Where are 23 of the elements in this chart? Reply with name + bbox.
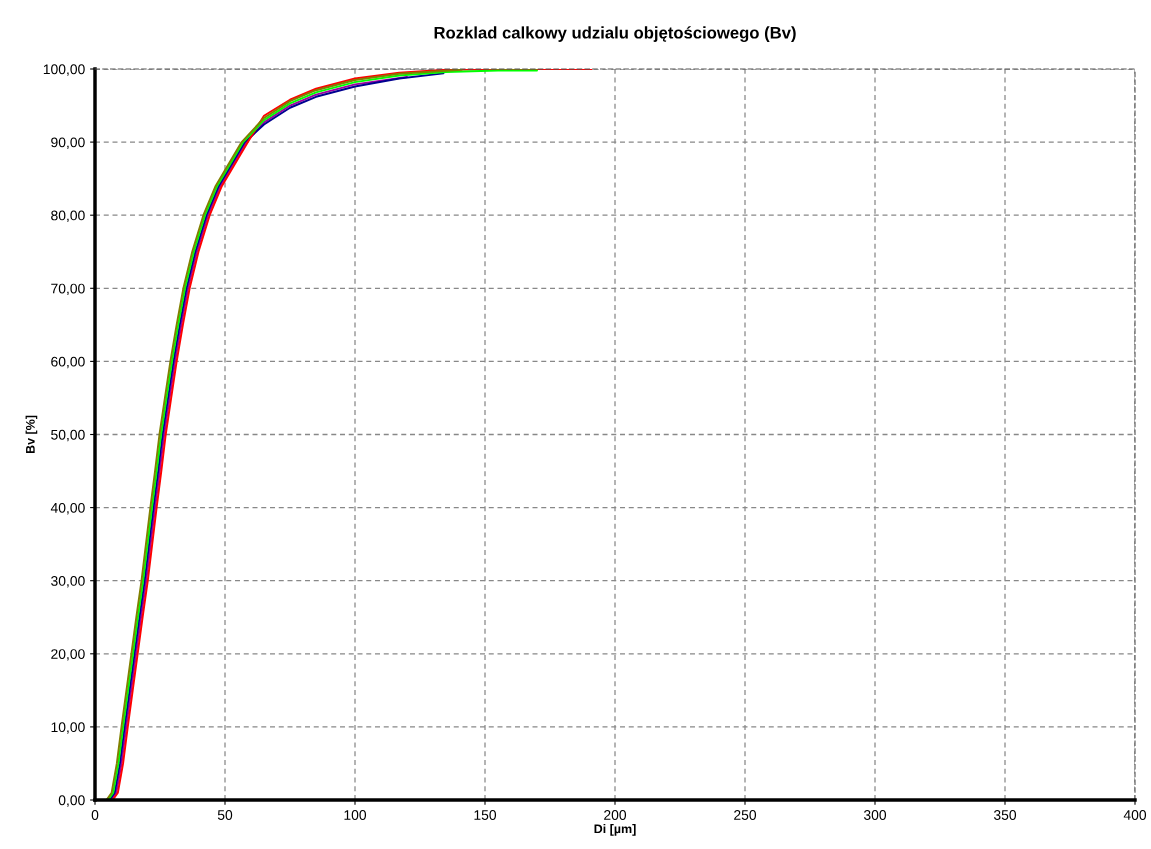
y-tick-label: 20,00	[51, 649, 85, 661]
y-axis-title: Bv [%]	[25, 415, 38, 454]
y-tick-label: 80,00	[51, 210, 85, 223]
y-tick-label: 90,00	[51, 137, 85, 149]
x-tick-label: 100	[344, 810, 367, 820]
x-tick-label: 250	[734, 810, 757, 820]
y-tick-label: 0,00	[58, 795, 85, 807]
y-tick-label: 100,00	[43, 64, 85, 76]
y-tick-label: 10,00	[51, 722, 85, 734]
chart-title: Rozklad calkowy udzialu objętościowego (Bv)	[434, 26, 796, 42]
x-tick-label: 350	[993, 810, 1017, 820]
y-tick-label: 40,00	[50, 502, 85, 515]
x-tick-label: 200	[604, 810, 627, 820]
y-tick-label: 50,00	[51, 429, 85, 442]
x-tick-label: 300	[863, 810, 887, 820]
x-tick-label: 0	[91, 810, 99, 820]
x-axis-title: Di [µm]	[594, 824, 636, 836]
y-tick-label: 60,00	[51, 356, 85, 369]
x-tick-label: 150	[474, 810, 497, 820]
x-tick-label: 400	[1123, 810, 1147, 820]
y-tick-label: 30,00	[51, 576, 85, 588]
x-tick-label: 50	[217, 810, 233, 820]
y-tick-label: 70,00	[51, 283, 85, 296]
